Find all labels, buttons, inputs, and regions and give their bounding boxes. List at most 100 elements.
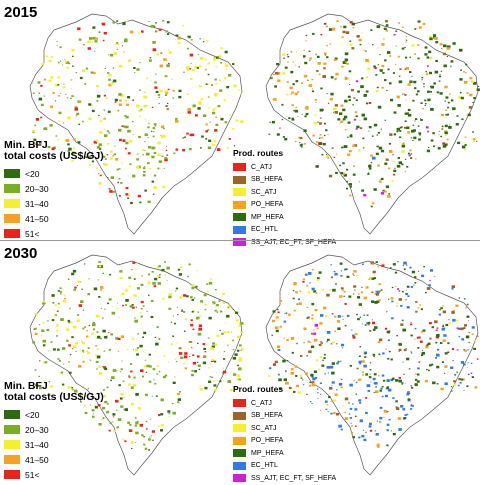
route-legend-title: Prod. routes [233, 384, 284, 394]
land-cell [177, 36, 181, 40]
land-cell [403, 417, 407, 420]
land-cell [84, 405, 86, 407]
land-cell [319, 344, 323, 347]
land-cell [459, 381, 462, 384]
land-cell [148, 380, 152, 383]
route-legend-swatch [233, 163, 246, 172]
land-cell [361, 360, 365, 363]
land-cell [298, 136, 301, 139]
land-cell [234, 145, 236, 147]
land-cell [122, 139, 126, 142]
cost-legend-subtitle: total costs (US$/GJ) [4, 391, 104, 403]
land-cell [416, 336, 420, 339]
cost-legend-swatch [4, 184, 20, 193]
land-cell [312, 268, 314, 271]
land-cell [362, 147, 365, 149]
land-cell [401, 26, 404, 28]
land-cell [277, 348, 281, 351]
land-cell [372, 44, 374, 46]
land-cell [108, 132, 111, 134]
land-cell [84, 326, 86, 328]
land-cell [353, 118, 357, 121]
land-cell [68, 344, 71, 347]
land-cell [387, 68, 390, 71]
land-cell [99, 131, 103, 134]
land-cell [343, 290, 346, 293]
land-cell [439, 92, 443, 95]
land-cell [91, 143, 93, 145]
land-cell [65, 61, 70, 64]
land-cell [125, 141, 129, 145]
land-cell [164, 261, 166, 263]
land-cell [461, 118, 464, 121]
land-cell [327, 134, 329, 136]
land-cell [277, 309, 279, 311]
land-cell [291, 91, 294, 94]
land-cell [369, 330, 372, 332]
land-cell [137, 153, 139, 155]
land-cell [318, 122, 322, 125]
land-cell [476, 88, 480, 91]
land-cell [310, 345, 315, 349]
land-cell [208, 83, 210, 85]
land-cell [170, 321, 173, 323]
land-cell [320, 393, 322, 395]
land-cell [348, 413, 351, 415]
land-cell [114, 98, 118, 102]
land-cell [34, 332, 38, 335]
land-cell [364, 353, 367, 355]
land-cell [430, 85, 432, 87]
land-cell [219, 329, 221, 331]
land-cell [64, 60, 68, 63]
land-cell [358, 303, 362, 306]
land-cell [389, 55, 392, 57]
land-cell [96, 331, 99, 333]
land-cell [216, 304, 219, 307]
land-cell [202, 302, 204, 304]
land-cell [104, 336, 108, 339]
land-cell [390, 98, 394, 102]
land-cell [317, 388, 319, 390]
land-cell [61, 374, 64, 376]
land-cell [71, 387, 74, 389]
land-cell [34, 142, 37, 145]
land-cell [190, 39, 193, 41]
land-cell [167, 33, 170, 35]
land-cell [358, 360, 362, 364]
land-cell [217, 380, 219, 381]
land-cell [439, 74, 441, 75]
land-cell [357, 378, 361, 381]
land-cell [57, 139, 60, 141]
land-cell [92, 36, 96, 40]
land-cell [72, 345, 77, 348]
land-cell [219, 310, 223, 313]
land-cell [112, 81, 115, 83]
land-cell [59, 46, 62, 49]
route-legend-items: C_ATJ SB_HEFA SC_ATJ PO_HEFA MP_HEFA EC_HTL SS… [233, 161, 336, 249]
land-cell [117, 418, 122, 421]
land-cell [118, 168, 121, 170]
land-cell [421, 351, 425, 355]
land-cell [62, 86, 66, 89]
land-cell [207, 146, 212, 150]
land-cell [374, 292, 378, 295]
land-cell [334, 111, 338, 114]
land-cell [384, 327, 388, 330]
land-cell [174, 322, 176, 325]
land-cell [365, 50, 367, 52]
land-cell [347, 78, 349, 80]
land-cell [405, 99, 407, 101]
land-cell [444, 352, 448, 355]
land-cell [414, 338, 416, 340]
land-cell [162, 375, 166, 379]
land-cell [398, 161, 402, 164]
land-cell [104, 158, 107, 160]
land-cell [59, 93, 61, 94]
land-cell [71, 272, 75, 276]
cost-legend-2030: Min. BFJ total costs (US$/GJ) <20 20–30 31… [4, 381, 104, 482]
land-cell [451, 390, 453, 392]
land-cell [194, 64, 196, 66]
land-cell [316, 70, 319, 72]
cost-map-2015 [29, 13, 244, 235]
land-cell [59, 371, 62, 374]
